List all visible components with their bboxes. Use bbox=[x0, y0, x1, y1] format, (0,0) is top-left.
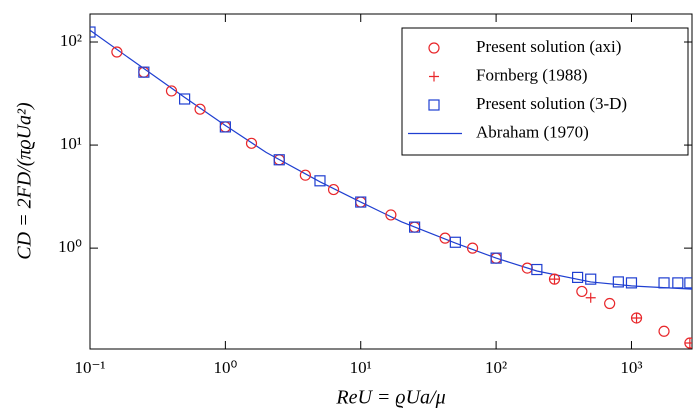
square-marker bbox=[314, 175, 326, 187]
circle-marker bbox=[385, 209, 397, 221]
square-marker bbox=[585, 273, 597, 285]
square-marker bbox=[449, 236, 461, 248]
plus-marker bbox=[585, 292, 596, 303]
line-series bbox=[90, 29, 692, 290]
x-tick-label: 10⁰ bbox=[213, 358, 237, 377]
square-marker bbox=[658, 277, 670, 289]
square-marker bbox=[612, 276, 624, 288]
x-tick-label: 10² bbox=[485, 358, 507, 377]
circle-marker bbox=[576, 285, 588, 298]
circle-marker bbox=[604, 297, 616, 310]
plus-marker bbox=[429, 71, 439, 82]
circle-marker bbox=[658, 325, 670, 337]
circle-marker bbox=[165, 85, 178, 97]
square-marker bbox=[355, 196, 367, 208]
legend-label: Abraham (1970) bbox=[476, 122, 589, 141]
square-marker bbox=[531, 263, 543, 276]
y-tick-label: 10⁰ bbox=[58, 237, 82, 256]
square-marker bbox=[90, 26, 96, 38]
x-tick-label: 10³ bbox=[620, 358, 642, 377]
square-marker bbox=[490, 252, 502, 264]
square-marker bbox=[273, 154, 285, 166]
legend-label: Fornberg (1988) bbox=[476, 65, 588, 84]
circle-marker bbox=[466, 242, 479, 254]
square-marker bbox=[409, 221, 421, 233]
x-tick-label: 10⁻¹ bbox=[74, 358, 105, 377]
legend-label: Present solution (axi) bbox=[476, 37, 621, 56]
y-tick-label: 10² bbox=[60, 31, 82, 50]
plus-marker bbox=[631, 312, 642, 323]
circle-marker bbox=[111, 46, 123, 58]
plus-marker bbox=[684, 338, 692, 349]
x-tick-label: 10¹ bbox=[350, 358, 372, 377]
square-marker bbox=[625, 277, 638, 289]
plot-frame bbox=[89, 13, 693, 350]
circle-marker bbox=[219, 121, 231, 133]
circle-marker bbox=[327, 183, 340, 196]
circle-marker bbox=[428, 42, 440, 54]
plus-marker bbox=[549, 274, 560, 285]
circle-marker bbox=[299, 169, 311, 181]
circle-marker bbox=[245, 137, 258, 149]
y-tick-label: 10¹ bbox=[60, 134, 82, 153]
square-marker bbox=[179, 93, 191, 105]
square-marker bbox=[138, 66, 150, 78]
square-marker bbox=[572, 271, 584, 283]
circle-marker bbox=[194, 103, 206, 115]
legend-label: Present solution (3-D) bbox=[476, 94, 627, 113]
plot-area bbox=[90, 26, 692, 349]
square-marker bbox=[672, 277, 684, 289]
x-axis-label: ReU = ϱUa/μ bbox=[335, 387, 445, 409]
square-marker bbox=[219, 121, 231, 133]
y-axis-label: CD = 2FD/(πϱUa²) bbox=[14, 102, 36, 260]
square-marker bbox=[684, 277, 692, 289]
square-marker bbox=[428, 99, 440, 111]
